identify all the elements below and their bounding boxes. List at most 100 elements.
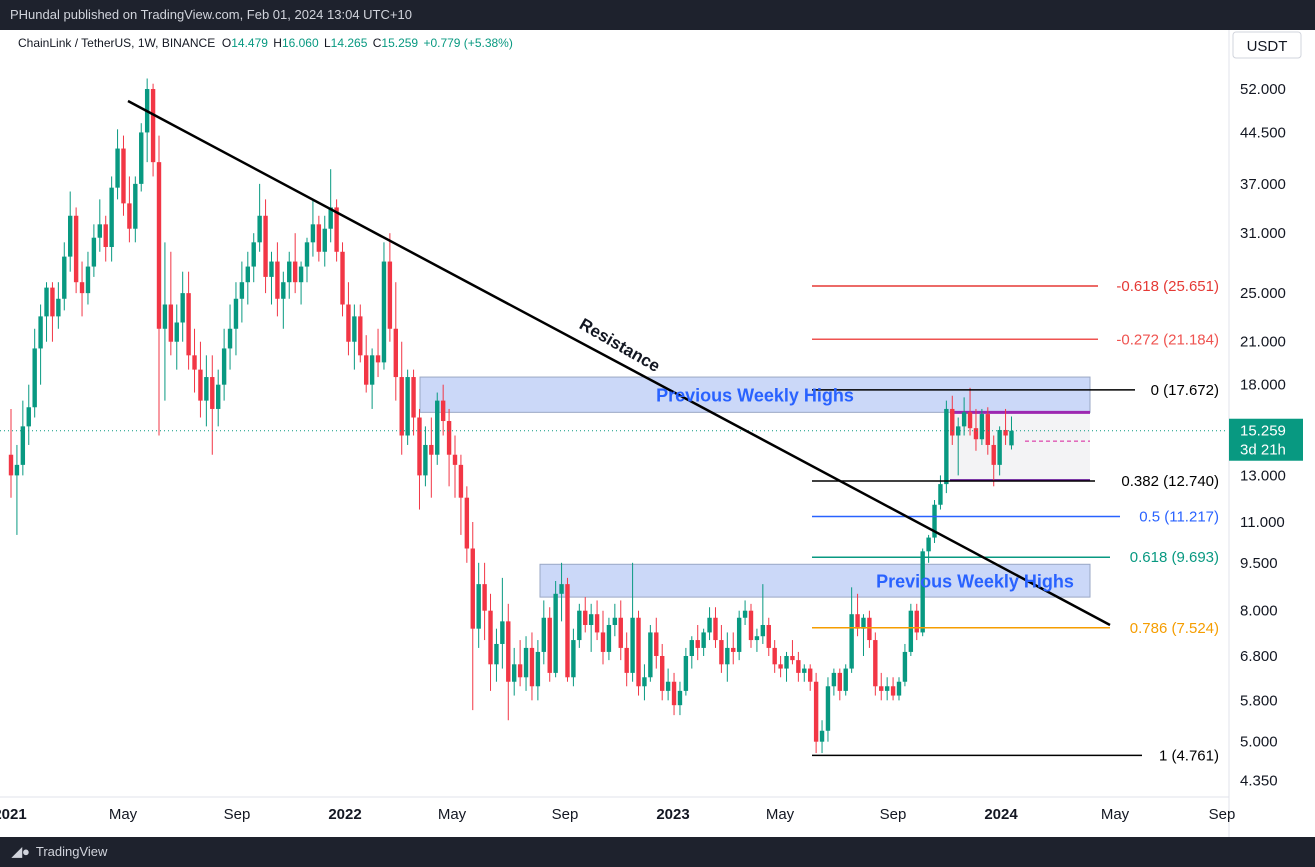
candle-body [298,266,304,283]
price-tick-label: 25.000 [1240,285,1286,302]
price-tick-label: 31.000 [1240,225,1286,242]
candle-body [26,407,31,427]
time-tick-label: Sep [224,806,251,823]
fib-level-label: 0.382 (12.740) [1121,473,1219,490]
candle-body [867,617,872,641]
candle-body [458,464,464,498]
fib-level-label: 1 (4.761) [1159,747,1219,764]
last-price-tag [1229,418,1303,461]
candle-body [44,287,49,317]
candle-body [168,304,174,342]
candle-body [796,660,801,673]
candle-body [956,426,961,436]
candle-body [506,621,511,682]
candle-body [713,617,718,641]
candle-body [577,610,582,641]
candle-body [719,640,724,665]
price-tick-label: 44.500 [1240,124,1286,141]
candle-body [411,377,416,418]
candle-body [843,668,848,691]
candle-body [8,454,14,476]
candle-body [20,426,26,465]
candle-body [642,677,647,687]
candle-body [529,647,535,687]
candle-body [517,664,523,678]
candle-body [612,617,618,625]
candle-body [831,672,837,687]
candle-body [926,537,931,552]
candle-body [150,89,156,163]
zone-label: Previous Weekly Highs [876,572,1074,592]
publish-info-bar: PHundal published on TradingView.com, Fe… [0,0,1315,30]
high-label: H [273,36,282,50]
candle-body [446,421,452,455]
candle-body [837,672,842,691]
currency-label: USDT [1247,38,1288,55]
candle-body [535,651,541,687]
candle-body [192,355,197,370]
candle-body [855,614,860,629]
candle-body [221,348,227,385]
candle-body [73,215,79,283]
candle-body [180,293,185,323]
candle-body [742,610,748,618]
low-value: 14.265 [330,36,368,50]
candle-body [896,681,902,696]
candle-body [790,655,795,661]
candle-body [156,162,162,329]
candle-body [950,408,955,436]
weekly-high-zone [539,563,1091,598]
candle-body [245,266,250,283]
candle-body [671,681,677,706]
fib-level-label: -0.272 (21.184) [1116,331,1219,348]
currency-selector[interactable] [1232,31,1302,59]
price-chart[interactable]: Previous Weekly Highs Previous Weekly Hig… [0,30,1315,837]
candle-body [32,348,37,408]
time-tick-label: Sep [552,806,579,823]
candle-body [304,242,310,267]
price-tick-label: 13.000 [1240,467,1286,484]
candle-body [328,207,333,229]
chart-area[interactable]: Previous Weekly Highs Previous Weekly Hig… [0,30,1315,837]
candle-body [825,686,831,731]
symbol-name: ChainLink / TetherUS, 1W, BINANCE [18,36,216,50]
candle-body [269,261,274,277]
candle-body [902,651,908,682]
candle-body [932,504,937,538]
candle-body [1003,429,1008,436]
candle-body [707,617,712,633]
candle-body [216,384,221,409]
candle-body [50,287,55,317]
candle-body [766,624,771,648]
candle-body [494,643,499,665]
close-value: 15.259 [381,36,419,50]
candle-body [62,256,67,299]
candle-body [121,148,126,204]
price-tick-label: 5.800 [1240,692,1278,709]
candle-body [103,224,108,248]
candle-body [263,215,268,277]
candle-body [778,664,783,669]
price-tick-label: 37.000 [1240,176,1286,193]
candle-body [14,464,20,476]
candle-body [559,584,564,594]
candle-body [819,730,825,742]
candle-body [79,282,85,294]
price-tick-label: 52.000 [1240,81,1286,98]
candle-body [127,203,132,229]
zone-label: Previous Weekly Highs [656,386,854,406]
candle-body [387,261,393,329]
candle-body [541,617,546,652]
candle-body [233,298,239,329]
candle-body [689,640,694,656]
candle-body [802,668,807,673]
candle-body [760,624,766,637]
candle-body [174,322,179,342]
candle-body [227,328,233,349]
candle-body [1009,430,1014,446]
candle-body [677,690,683,706]
candle-body [879,686,884,691]
fib-level-label: -0.618 (25.651) [1116,278,1219,295]
candle-body [920,551,925,633]
candle-body [973,428,979,440]
